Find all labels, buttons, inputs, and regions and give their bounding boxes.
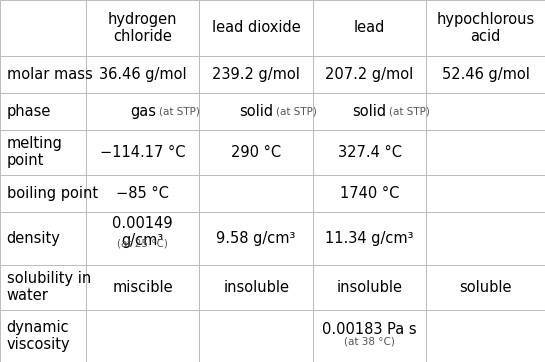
Bar [426,265,545,310]
Text: (at STP): (at STP) [276,106,317,116]
Bar [199,0,313,55]
Text: −85 °C: −85 °C [116,186,169,201]
Bar [199,130,313,174]
Text: (at 25 °C): (at 25 °C) [117,239,168,249]
Text: 207.2 g/mol: 207.2 g/mol [325,67,414,81]
Text: soluble: soluble [459,280,512,295]
Bar [86,55,199,93]
Bar [199,310,313,362]
Text: lead: lead [354,20,385,35]
Text: boiling point: boiling point [7,186,98,201]
Bar [0,93,86,130]
Bar [199,211,313,265]
Bar [86,211,199,265]
Text: density: density [7,231,60,245]
Text: 0.00183 Pa s: 0.00183 Pa s [322,322,417,337]
Text: solid: solid [239,104,273,118]
Bar [0,130,86,174]
Text: 11.34 g/cm³: 11.34 g/cm³ [325,231,414,245]
Bar [0,310,86,362]
Bar [0,265,86,310]
Text: hydrogen
chloride: hydrogen chloride [108,12,178,44]
Bar [313,0,426,55]
Text: 52.46 g/mol: 52.46 g/mol [441,67,530,81]
Bar [313,55,426,93]
Text: gas: gas [130,104,156,118]
Bar [86,174,199,211]
Bar [199,93,313,130]
Text: melting
point: melting point [7,136,63,168]
Bar [313,93,426,130]
Bar [426,0,545,55]
Text: miscible: miscible [112,280,173,295]
Text: insoluble: insoluble [336,280,403,295]
Text: (at 38 °C): (at 38 °C) [344,337,395,346]
Text: 1740 °C: 1740 °C [340,186,399,201]
Bar [426,174,545,211]
Bar [426,93,545,130]
Text: dynamic
viscosity: dynamic viscosity [7,320,70,352]
Text: (at STP): (at STP) [159,106,199,116]
Text: 9.58 g/cm³: 9.58 g/cm³ [216,231,296,245]
Bar [313,211,426,265]
Text: lead dioxide: lead dioxide [212,20,300,35]
Bar [199,174,313,211]
Bar [426,130,545,174]
Text: phase: phase [7,104,51,118]
Text: solubility in
water: solubility in water [7,271,91,303]
Bar [313,130,426,174]
Text: (at STP): (at STP) [389,106,430,116]
Bar [0,0,86,55]
Bar [86,0,199,55]
Text: 327.4 °C: 327.4 °C [337,144,402,160]
Text: solid: solid [353,104,386,118]
Bar [426,211,545,265]
Text: −114.17 °C: −114.17 °C [100,144,185,160]
Bar [86,265,199,310]
Bar [199,265,313,310]
Text: 239.2 g/mol: 239.2 g/mol [212,67,300,81]
Bar [313,265,426,310]
Text: 36.46 g/mol: 36.46 g/mol [99,67,186,81]
Bar [0,211,86,265]
Bar [86,310,199,362]
Bar [426,310,545,362]
Bar [199,55,313,93]
Bar [426,55,545,93]
Bar [0,55,86,93]
Text: insoluble: insoluble [223,280,289,295]
Text: hypochlorous
acid: hypochlorous acid [437,12,535,44]
Bar [86,93,199,130]
Bar [0,174,86,211]
Bar [313,310,426,362]
Text: 0.00149
g/cm³: 0.00149 g/cm³ [112,215,173,248]
Text: molar mass: molar mass [7,67,92,81]
Text: 290 °C: 290 °C [231,144,281,160]
Bar [86,130,199,174]
Bar [313,174,426,211]
